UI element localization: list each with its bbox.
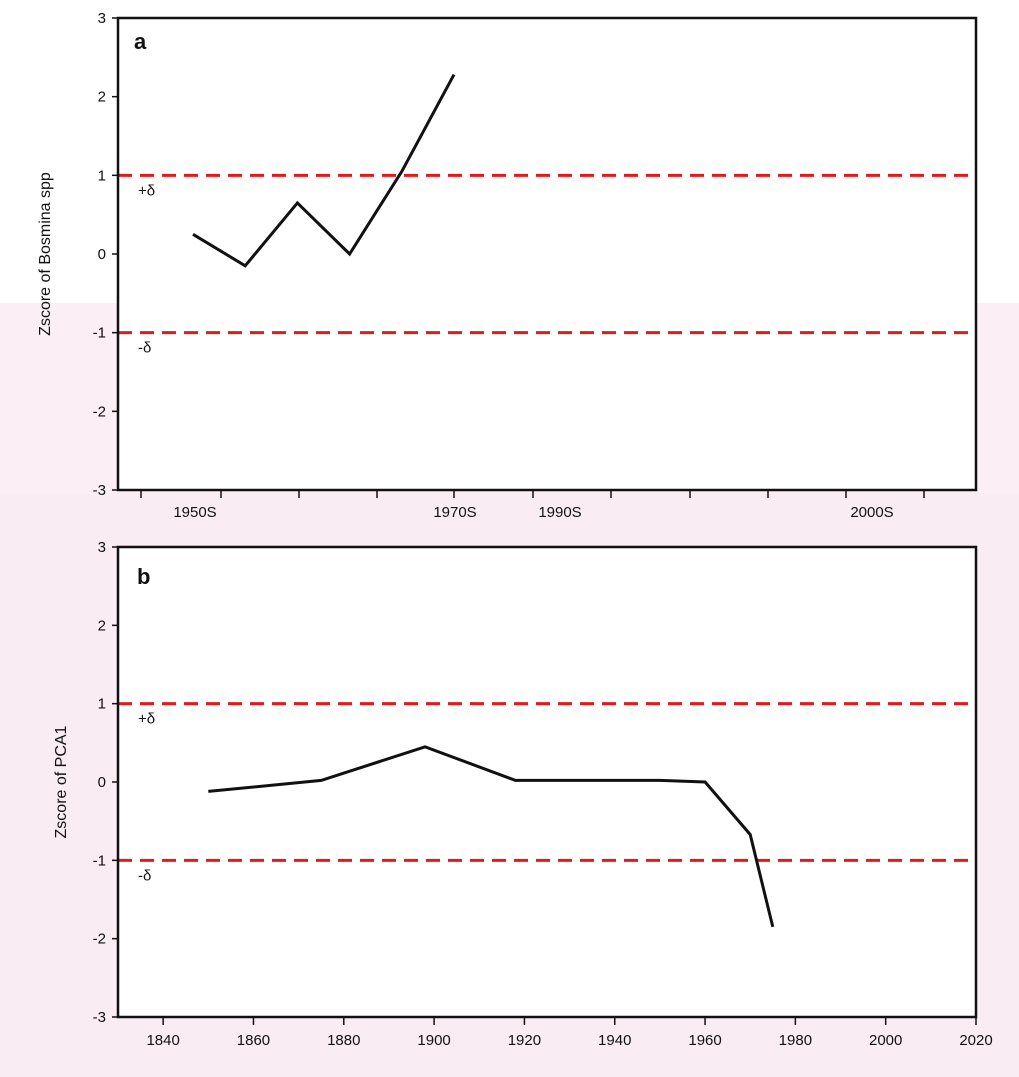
threshold-label: -δ: [138, 867, 151, 884]
x-tick-label: 2000: [869, 1032, 902, 1049]
threshold-lines-b: +δ -δ: [118, 702, 976, 884]
panel-label-b: b: [137, 564, 150, 589]
x-tick-label: 1840: [146, 1032, 179, 1049]
threshold-lines-a: +δ -δ: [118, 173, 976, 357]
y-tick-label: 1: [98, 696, 106, 713]
y-tick-label: 1: [98, 167, 106, 184]
panel-label-a: a: [134, 29, 147, 54]
series-line-a: [192, 73, 456, 268]
x-tick-label: 1900: [417, 1032, 450, 1049]
x-tick-label: 1920: [508, 1032, 541, 1049]
panel-a: +δ -δ 3 2 1 0 -1 -2 -3 1950S 1970S 1990S 2000S a Z…: [37, 10, 978, 521]
x-tick-label: 1940: [598, 1032, 631, 1049]
x-tick-label: 1980: [779, 1032, 812, 1049]
y-tick-label: 3: [98, 10, 106, 27]
x-tick-label: 1970S: [433, 504, 476, 521]
y-tick-label: -2: [93, 931, 106, 948]
y-axis-label-b: Zscore of PCA1: [53, 725, 70, 838]
y-tick-label: -2: [93, 403, 106, 420]
y-ticks-b: 3 2 1 0 -1 -2 -3: [93, 539, 118, 1026]
plot-frame-a: [116, 16, 978, 492]
y-tick-label: 3: [98, 539, 106, 556]
y-tick-label: 0: [98, 246, 106, 263]
y-tick-label: 2: [98, 89, 106, 106]
x-tick-label: 2000S: [850, 504, 893, 521]
threshold-label: +δ: [138, 711, 155, 728]
x-tick-label: 1960: [688, 1032, 721, 1049]
threshold-label: -δ: [138, 340, 151, 357]
plot-frame-b: [116, 545, 978, 1019]
y-axis-label-a: Zscore of Bosmina spp: [37, 172, 54, 336]
y-tick-label: -3: [93, 1009, 106, 1026]
y-tick-label: -1: [93, 852, 106, 869]
threshold-label: +δ: [138, 182, 155, 199]
series-line-b: [208, 745, 775, 928]
y-tick-label: 2: [98, 617, 106, 634]
x-tick-label: 1880: [327, 1032, 360, 1049]
y-tick-label: 0: [98, 774, 106, 791]
x-tick-label: 1990S: [538, 504, 581, 521]
x-tick-label: 1950S: [173, 504, 216, 521]
x-tick-label: 1860: [237, 1032, 270, 1049]
x-ticks-a: 1950S 1970S 1990S 2000S: [140, 490, 925, 521]
x-tick-label: 2020: [959, 1032, 992, 1049]
y-tick-label: -3: [93, 482, 106, 499]
y-tick-label: -1: [93, 325, 106, 342]
panel-b: +δ -δ 3 2 1 0 -1 -2 -3 1840 1860 1880 1900 1920 1940…: [53, 539, 993, 1049]
plot-area-a: [118, 18, 976, 490]
x-ticks-b: 1840 1860 1880 1900 1920 1940 1960 1980 2000 2020: [146, 1017, 993, 1049]
plot-area-b: [118, 547, 976, 1017]
